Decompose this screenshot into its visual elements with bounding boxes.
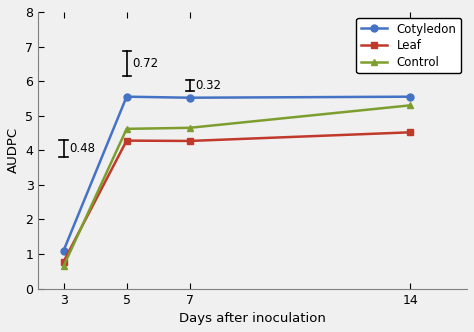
Text: 0.32: 0.32	[195, 79, 221, 92]
Line: Control: Control	[60, 102, 414, 270]
Cotyledon	[187, 96, 192, 100]
Text: 0.48: 0.48	[69, 142, 95, 155]
Control	[187, 126, 192, 130]
Leaf	[408, 130, 413, 134]
Cotyledon	[408, 95, 413, 99]
Control	[408, 103, 413, 107]
Leaf	[124, 139, 129, 143]
Control	[61, 264, 66, 268]
Line: Cotyledon: Cotyledon	[60, 93, 414, 254]
Leaf	[187, 139, 192, 143]
X-axis label: Days after inoculation: Days after inoculation	[179, 312, 326, 325]
Line: Leaf: Leaf	[60, 129, 414, 265]
Text: 0.72: 0.72	[132, 57, 158, 70]
Y-axis label: AUDPC: AUDPC	[7, 127, 20, 173]
Legend: Cotyledon, Leaf, Control: Cotyledon, Leaf, Control	[356, 18, 461, 73]
Cotyledon	[61, 249, 66, 253]
Leaf	[61, 260, 66, 264]
Control	[124, 127, 129, 131]
Text: 0.46: 0.46	[391, 43, 417, 56]
Cotyledon	[124, 95, 129, 99]
